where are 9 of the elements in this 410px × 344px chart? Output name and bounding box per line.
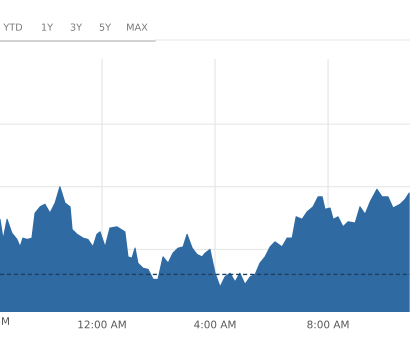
text: YTD xyxy=(3,24,22,31)
text: M xyxy=(2,317,9,325)
text: 3Y xyxy=(70,23,82,31)
text: 1Y xyxy=(42,24,54,31)
x-tick-label: 4:00 AM xyxy=(194,320,236,328)
text: 5Y xyxy=(100,24,112,31)
x-tick-label: 12:00 AM xyxy=(78,320,126,328)
x-tick-label: 8:00 AM xyxy=(307,320,348,328)
text: MAX xyxy=(127,24,148,31)
